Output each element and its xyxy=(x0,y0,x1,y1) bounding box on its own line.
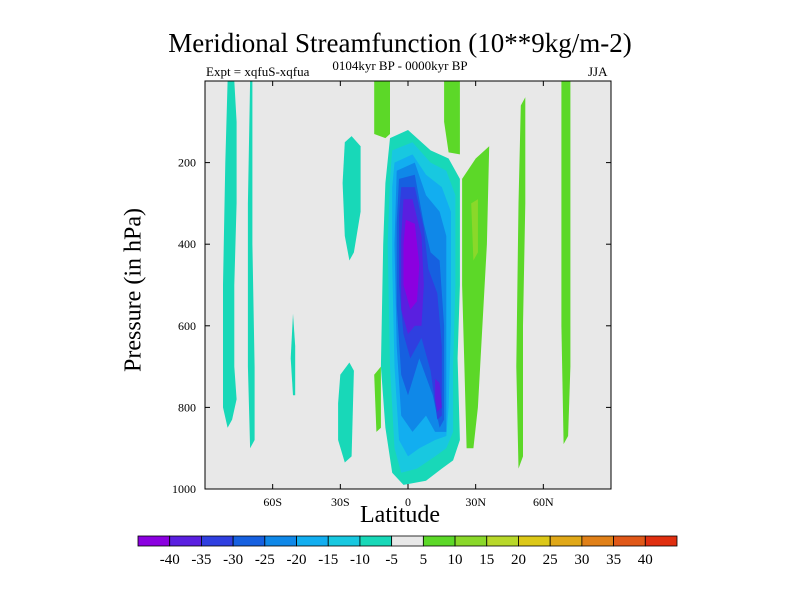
colorbar-swatch xyxy=(613,535,646,547)
contour-teal-strip-west xyxy=(223,81,237,428)
contour-equator-l35-sub xyxy=(435,378,442,412)
x-tick-label: 0 xyxy=(405,495,411,509)
plot-area xyxy=(205,81,611,489)
colorbar-swatch xyxy=(296,535,329,547)
y-tick-label: 1000 xyxy=(172,482,196,496)
colorbar-label: -25 xyxy=(255,552,275,568)
colorbar-swatch xyxy=(232,535,266,547)
season-label: JJA xyxy=(588,64,608,79)
colorbar-swatch xyxy=(327,535,361,547)
y-tick-label: 800 xyxy=(178,400,196,414)
colorbar-label: 35 xyxy=(606,552,621,568)
x-tick-label: 30N xyxy=(465,495,486,509)
colorbar-swatch xyxy=(518,535,551,547)
axes: 60S 30S 0 30N 60N 200 400 600 800 1000 xyxy=(172,80,612,509)
colorbar-label: 5 xyxy=(420,552,428,568)
contour-teal-strip-55S xyxy=(247,81,255,449)
colorbar-swatch xyxy=(201,535,234,547)
colorbar-label: 10 xyxy=(448,552,463,568)
contour-teal-blob-30S-lower xyxy=(338,362,354,463)
experiment-label: Expt = xqfuS-xqfua xyxy=(206,64,310,79)
contour-green-top-10S xyxy=(374,81,390,139)
contour-green-strip-70N xyxy=(561,81,571,445)
colorbar-swatch xyxy=(169,535,202,547)
x-tick-label: 60N xyxy=(533,495,554,509)
colorbar-label: 20 xyxy=(511,552,526,568)
colorbar-label: 25 xyxy=(543,552,558,568)
colorbar-label: -5 xyxy=(385,552,398,568)
contour-yellowgreen-25N xyxy=(471,199,478,261)
colorbar-label: -30 xyxy=(223,552,243,568)
contour-green-tiny-15S xyxy=(374,366,381,432)
colorbar-label: -15 xyxy=(318,552,338,568)
contour-equator-l40 xyxy=(403,219,420,310)
contour-green-top-20N xyxy=(444,81,460,155)
colorbar-swatch xyxy=(422,535,456,547)
colorbar-label: 40 xyxy=(638,552,653,568)
time-range-label: 0104kyr BP - 0000kyr BP xyxy=(332,58,468,73)
colorbar-swatch xyxy=(454,535,488,547)
y-tick-label: 200 xyxy=(178,156,196,170)
colorbar-label: 30 xyxy=(574,552,589,568)
colorbar-label: -10 xyxy=(350,552,370,568)
y-tick-label: 400 xyxy=(178,237,196,251)
colorbar-swatch xyxy=(581,535,614,547)
y-tick-label: 600 xyxy=(178,319,196,333)
colorbar-swatch xyxy=(359,535,393,547)
colorbar-label: -35 xyxy=(191,552,211,568)
x-axis-label: Latitude xyxy=(360,502,440,528)
chart-title: Meridional Streamfunction (10**9kg/m-2) xyxy=(168,28,632,58)
colorbar-label: -40 xyxy=(160,552,180,568)
colorbar-swatch xyxy=(644,535,678,547)
colorbar-swatch xyxy=(391,535,424,547)
colorbar-swatch xyxy=(137,535,171,547)
colorbar-swatch xyxy=(486,535,519,547)
x-tick-label: 60S xyxy=(263,495,282,509)
colorbar-swatch xyxy=(549,535,583,547)
colorbar-label: 15 xyxy=(479,552,494,568)
contour-teal-blob-30S-upper xyxy=(342,136,361,261)
colorbar-swatch xyxy=(264,535,297,547)
contour-green-strip-25N xyxy=(462,146,490,449)
colorbar-label: -20 xyxy=(287,552,307,568)
contour-teal-blob-60S xyxy=(290,313,296,396)
contour-green-strip-50N xyxy=(516,97,526,469)
x-tick-label: 30S xyxy=(331,495,350,509)
colorbar: -40 -35 -30 -25 -20 -15 -10 -5 5 10 15 20 25 30 35 40 xyxy=(137,535,678,568)
